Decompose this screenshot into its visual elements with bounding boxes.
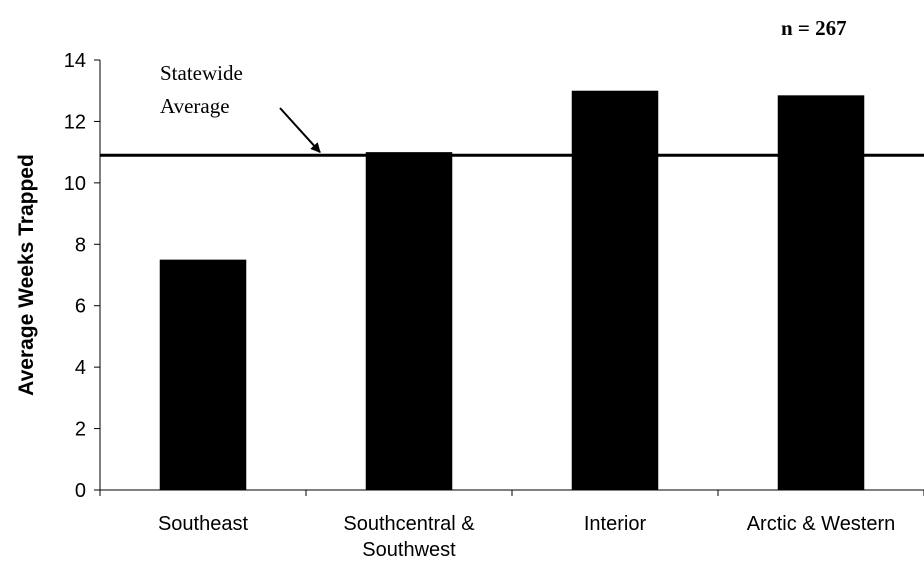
y-tick-label: 0 — [75, 480, 86, 502]
sample-size-annotation: n = 267 — [781, 16, 847, 40]
bar — [159, 259, 247, 490]
y-tick-label: 6 — [75, 296, 86, 318]
y-tick-label: 14 — [64, 50, 86, 72]
y-tick-label: 4 — [75, 357, 86, 379]
bar — [571, 90, 659, 490]
statewide-average-arrow — [279, 107, 321, 153]
y-tick-label: 2 — [75, 419, 86, 441]
x-axis: Southeast Southcentral & Southwest Interior… — [99, 489, 924, 561]
bars — [159, 90, 865, 491]
bar — [777, 95, 865, 491]
x-tick-label: Southwest — [362, 539, 456, 561]
bar — [365, 152, 453, 490]
statewide-average-label: Statewide — [160, 61, 243, 85]
x-tick-label: Southcentral & — [343, 513, 475, 535]
y-axis-label: Average Weeks Trapped — [15, 154, 38, 396]
y-axis: 0 2 4 6 8 10 12 14 — [64, 50, 101, 502]
statewide-average-label: Average — [160, 94, 230, 118]
x-tick-label: Arctic & Western — [747, 513, 896, 535]
y-tick-label: 12 — [64, 111, 86, 133]
y-tick-label: 8 — [75, 234, 86, 256]
statewide-average: Statewide Average — [100, 61, 924, 157]
y-tick-label: 10 — [64, 173, 86, 195]
x-tick-label: Interior — [584, 513, 647, 535]
x-tick-label: Southeast — [158, 513, 249, 535]
